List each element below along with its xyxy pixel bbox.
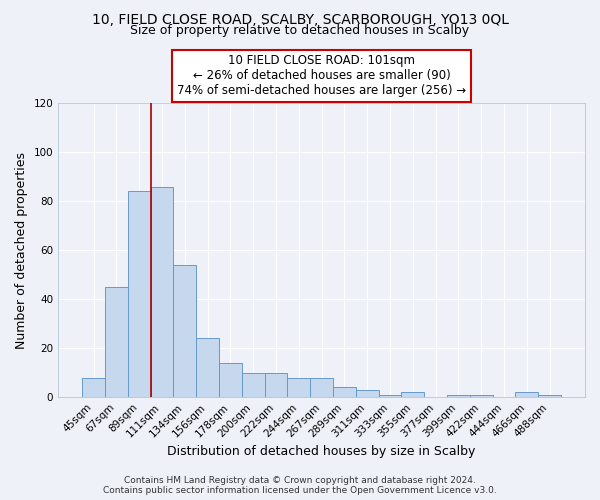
Bar (401, 392, 424, 397)
Bar (333, 388, 356, 397)
Bar (242, 372, 265, 397)
Bar (219, 363, 242, 397)
Bar (356, 390, 379, 397)
Bar (310, 378, 333, 397)
Bar (515, 392, 538, 397)
Bar (151, 186, 173, 397)
Bar (538, 395, 561, 397)
Bar (128, 192, 151, 397)
Bar (82, 378, 105, 397)
Text: 10, FIELD CLOSE ROAD, SCALBY, SCARBOROUGH, YO13 0QL: 10, FIELD CLOSE ROAD, SCALBY, SCARBOROUG… (91, 12, 509, 26)
Bar (196, 338, 219, 397)
Bar (265, 372, 287, 397)
Bar (447, 395, 470, 397)
X-axis label: Distribution of detached houses by size in Scalby: Distribution of detached houses by size … (167, 444, 476, 458)
Text: Contains HM Land Registry data © Crown copyright and database right 2024.
Contai: Contains HM Land Registry data © Crown c… (103, 476, 497, 495)
Y-axis label: Number of detached properties: Number of detached properties (15, 152, 28, 348)
Bar (470, 395, 493, 397)
Text: Size of property relative to detached houses in Scalby: Size of property relative to detached ho… (130, 24, 470, 37)
Bar (173, 265, 196, 397)
Bar (287, 378, 310, 397)
Bar (105, 287, 128, 397)
Text: 10 FIELD CLOSE ROAD: 101sqm
← 26% of detached houses are smaller (90)
74% of sem: 10 FIELD CLOSE ROAD: 101sqm ← 26% of det… (177, 54, 466, 98)
Bar (379, 395, 401, 397)
